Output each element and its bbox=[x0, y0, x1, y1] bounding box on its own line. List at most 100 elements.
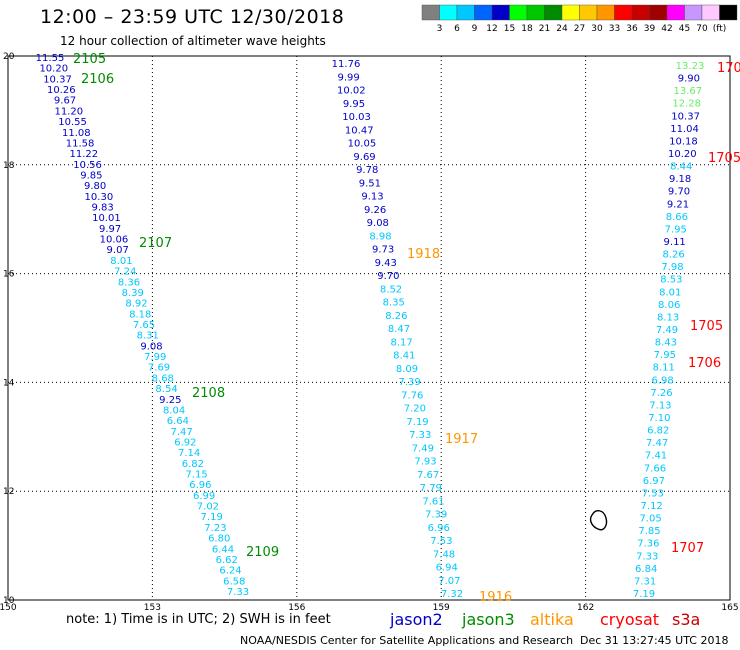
wave-height-value: 8.17 bbox=[391, 337, 413, 348]
scale-label: 15 bbox=[504, 24, 515, 34]
scale-label: 45 bbox=[679, 24, 690, 34]
wave-height-value: 8.31 bbox=[137, 331, 159, 342]
wave-height-value: 7.61 bbox=[422, 496, 444, 507]
x-tick-label: 150 bbox=[0, 603, 17, 613]
wave-height-value: 10.05 bbox=[348, 139, 377, 150]
wave-height-value: 9.18 bbox=[669, 174, 691, 185]
wave-height-value: 7.12 bbox=[641, 501, 663, 512]
wave-height-value: 6.80 bbox=[208, 534, 230, 545]
wave-height-value: 11.55 bbox=[36, 53, 65, 64]
legend-s3a: s3a bbox=[672, 610, 701, 629]
scale-label: 21 bbox=[539, 24, 550, 34]
wave-height-value: 7.39 bbox=[425, 510, 447, 521]
wave-height-value: 8.39 bbox=[122, 288, 144, 299]
wave-height-value: 11.20 bbox=[54, 106, 83, 117]
wave-height-value: 9.83 bbox=[92, 203, 114, 214]
scale-label: 6 bbox=[454, 24, 460, 34]
y-tick-label: 20 bbox=[3, 52, 15, 62]
wave-height-value: 10.03 bbox=[342, 112, 371, 123]
pass-label: 2107 bbox=[139, 236, 172, 251]
wave-height-value: 8.01 bbox=[659, 287, 681, 298]
wave-height-value: 8.26 bbox=[662, 250, 684, 261]
wave-height-value: 8.04 bbox=[163, 405, 185, 416]
wave-height-value: 8.92 bbox=[125, 299, 147, 310]
wave-height-value: 9.73 bbox=[372, 245, 394, 256]
wave-height-value: 7.05 bbox=[639, 514, 661, 525]
wave-height-value: 9.69 bbox=[353, 152, 375, 163]
wave-height-value: 6.84 bbox=[635, 564, 657, 575]
wave-height-value: 7.79 bbox=[420, 483, 442, 494]
scale-label: 36 bbox=[626, 24, 638, 34]
footer-note: note: 1) Time is in UTC; 2) SWH is in fe… bbox=[66, 612, 331, 627]
wave-height-value: 7.53 bbox=[642, 488, 664, 499]
credit-line: NOAA/NESDIS Center for Satellite Applica… bbox=[240, 634, 574, 647]
wave-height-value: 7.47 bbox=[646, 438, 668, 449]
wave-height-value: 9.08 bbox=[367, 218, 389, 229]
scale-label: 70 bbox=[696, 24, 708, 34]
legend-jason2: jason2 bbox=[390, 610, 443, 629]
scale-label: 24 bbox=[556, 24, 568, 34]
wave-height-value: 9.08 bbox=[140, 341, 162, 352]
pass-label: 1916 bbox=[479, 590, 512, 605]
wave-height-value: 7.33 bbox=[409, 430, 431, 441]
wave-height-value: 9.97 bbox=[99, 224, 121, 235]
scale-label: 39 bbox=[644, 24, 656, 34]
x-tick-label: 153 bbox=[144, 603, 161, 613]
wave-height-value: 7.15 bbox=[186, 470, 208, 481]
wave-height-value: 8.44 bbox=[670, 162, 692, 173]
wave-height-value: 9.25 bbox=[159, 395, 181, 406]
wave-height-value: 10.37 bbox=[43, 74, 72, 85]
wave-height-value: 7.31 bbox=[634, 576, 656, 587]
wave-height-value: 8.01 bbox=[110, 256, 132, 267]
wave-height-value: 9.70 bbox=[377, 271, 399, 282]
x-tick-label: 162 bbox=[577, 603, 594, 613]
wave-height-value: 7.98 bbox=[661, 262, 683, 273]
wave-height-value: 8.35 bbox=[383, 298, 405, 309]
wave-height-value: 6.82 bbox=[647, 426, 669, 437]
wave-height-value: 6.24 bbox=[219, 566, 241, 577]
wave-height-value: 9.51 bbox=[359, 178, 381, 189]
wave-height-value: 7.85 bbox=[638, 526, 660, 537]
wave-height-value: 7.19 bbox=[201, 512, 223, 523]
wave-height-value: 9.95 bbox=[343, 99, 365, 110]
wave-height-value: 8.41 bbox=[393, 351, 415, 362]
y-tick-label: 12 bbox=[3, 487, 14, 497]
page-title: 12:00 – 23:59 UTC 12/30/2018 bbox=[40, 6, 345, 28]
wave-height-value: 11.58 bbox=[66, 138, 95, 149]
wave-height-value: 9.90 bbox=[678, 74, 700, 85]
wave-height-value: 8.98 bbox=[369, 231, 391, 242]
wave-height-value: 8.36 bbox=[118, 277, 140, 288]
scale-label: 33 bbox=[609, 24, 620, 34]
wave-height-value: 6.64 bbox=[167, 416, 189, 427]
wave-height-value: 7.26 bbox=[650, 388, 672, 399]
wave-height-value: 6.97 bbox=[643, 476, 665, 487]
pass-label: 1918 bbox=[407, 247, 440, 262]
wave-height-value: 6.98 bbox=[651, 375, 673, 386]
wave-height-value: 7.19 bbox=[633, 589, 655, 600]
wave-height-value: 9.11 bbox=[664, 237, 686, 248]
wave-height-value: 7.67 bbox=[417, 470, 439, 481]
pass-label: 1917 bbox=[445, 432, 478, 447]
wave-height-value: 10.20 bbox=[668, 149, 697, 160]
y-tick-label: 18 bbox=[3, 161, 15, 171]
page-subtitle: 12 hour collection of altimeter wave hei… bbox=[60, 34, 326, 48]
x-tick-label: 156 bbox=[288, 603, 305, 613]
wave-height-value: 7.53 bbox=[430, 536, 452, 547]
scale-label: 27 bbox=[574, 24, 585, 34]
wave-height-value: 6.82 bbox=[182, 459, 204, 470]
wave-height-value: 10.30 bbox=[85, 192, 114, 203]
wave-height-value: 10.06 bbox=[100, 235, 129, 246]
wave-height-value: 10.56 bbox=[73, 160, 102, 171]
map-frame bbox=[7, 55, 731, 601]
wave-height-value: 7.93 bbox=[414, 457, 436, 468]
scale-label: 3 bbox=[437, 24, 443, 34]
wave-height-value: 8.18 bbox=[129, 309, 151, 320]
pass-label: 2108 bbox=[192, 386, 225, 401]
wave-height-value: 9.26 bbox=[364, 205, 386, 216]
wave-height-value: 9.67 bbox=[54, 96, 76, 107]
wave-height-value: 9.85 bbox=[80, 170, 102, 181]
legend-cryosat: cryosat bbox=[600, 610, 660, 629]
x-tick-label: 159 bbox=[433, 603, 450, 613]
wave-height-value: 12.28 bbox=[672, 99, 701, 110]
